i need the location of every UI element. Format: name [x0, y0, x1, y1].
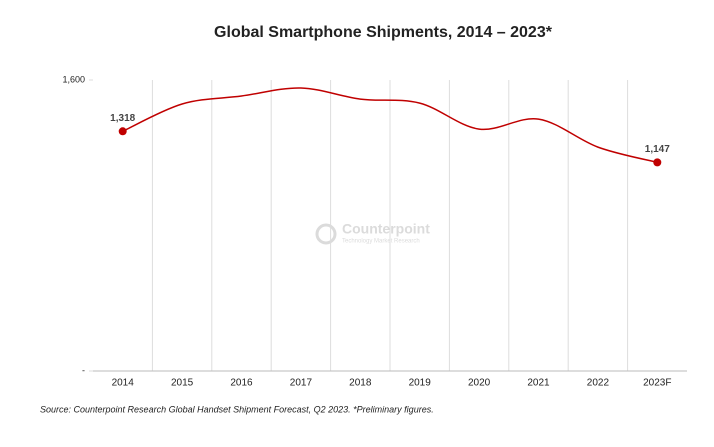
watermark-tagline: Technology Market Research: [342, 239, 420, 245]
series-line: [122, 87, 658, 164]
x-tick-label: 2022: [587, 378, 610, 389]
watermark-logo: [315, 223, 337, 245]
chart-title: Global Smartphone Shipments, 2014 – 2023…: [214, 24, 553, 41]
watermark-name: Counterpoint: [342, 221, 430, 237]
x-tick-label: 2021: [527, 378, 550, 389]
data-point: [653, 158, 662, 167]
x-tick-label: 2018: [349, 378, 372, 389]
x-tick-label: 2019: [409, 378, 432, 389]
x-tick-label: 2023F: [643, 378, 671, 389]
data-label: 1,318: [110, 113, 135, 124]
y-tick-label: -: [82, 365, 85, 375]
watermark: Counterpoint Technology Market Research: [315, 221, 430, 245]
x-tick-label: 2014: [112, 378, 135, 389]
x-tick-label: 2020: [468, 378, 491, 389]
data-label: 1,147: [645, 144, 670, 155]
x-tick-label: 2016: [230, 378, 253, 389]
x-tick-label: 2017: [290, 378, 313, 389]
data-point: [118, 127, 127, 136]
source-note: Source: Counterpoint Research Global Han…: [40, 404, 434, 414]
y-tick-label: 1,600: [62, 74, 85, 84]
x-tick-label: 2015: [171, 378, 194, 389]
